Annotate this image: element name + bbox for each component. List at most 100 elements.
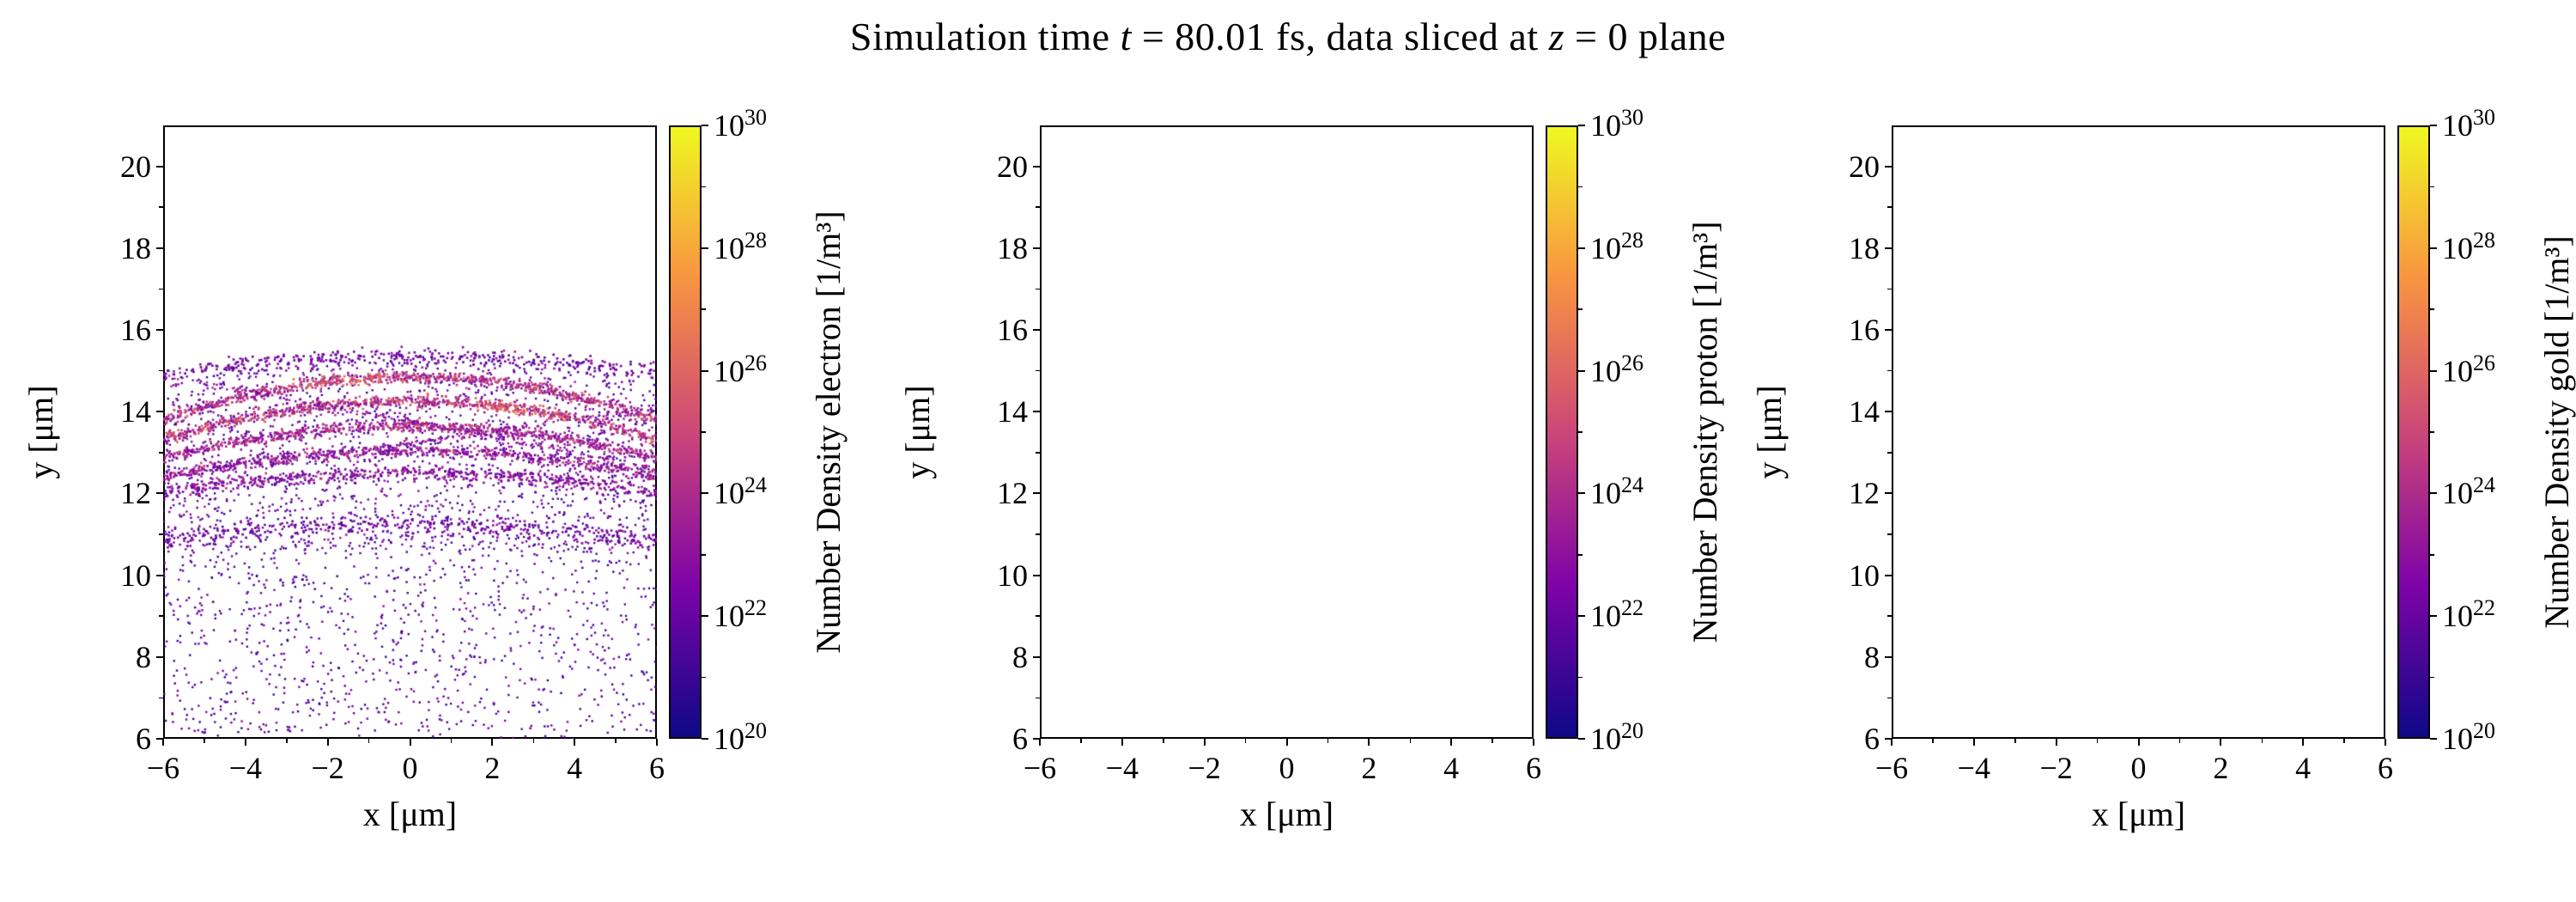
colorbar-major-tick [2430, 615, 2437, 618]
colorbar-major-tick [1578, 615, 1585, 618]
colorbar-major-tick [2430, 738, 2437, 740]
y-tick-label: 16 [997, 313, 1028, 347]
plot-area-proton [1040, 125, 1534, 739]
y-tick-label: 8 [136, 639, 151, 674]
x-minor-tick [2014, 739, 2016, 743]
colorbar-axis-label: Number Density electron [1/m³] [809, 210, 848, 654]
x-tick-label: 2 [1361, 751, 1377, 785]
x-axis-label: x [μm] [362, 795, 458, 833]
colorbar-tick-label: 1026 [2442, 350, 2495, 388]
colorbar-major-tick [2430, 369, 2437, 372]
colorbar-tick-label: 1026 [1590, 350, 1643, 388]
colorbar-major-tick [702, 125, 708, 126]
y-major-tick [1033, 247, 1040, 249]
y-tick-label: 18 [997, 230, 1028, 265]
x-major-tick [1533, 739, 1534, 746]
colorbar-tick-label: 1022 [714, 595, 767, 634]
x-tick-label: 4 [567, 751, 583, 785]
colorbar-major-tick [702, 615, 708, 618]
x-tick-label: −6 [146, 751, 180, 785]
x-minor-tick [2096, 739, 2099, 743]
colorbar-tick-label: 1030 [1590, 105, 1643, 143]
x-minor-tick [2343, 739, 2345, 743]
x-tick-label: 2 [484, 751, 501, 785]
colorbar-major-tick [2430, 125, 2437, 126]
colorbar-minor-tick [2430, 308, 2434, 310]
colorbar-major-tick [1578, 738, 1585, 740]
x-tick-label: 0 [1279, 751, 1295, 785]
y-axis-label: y [μm] [898, 385, 937, 479]
y-major-tick [1033, 738, 1040, 740]
y-tick-label: 14 [1849, 394, 1880, 430]
x-major-tick [2220, 739, 2222, 746]
x-minor-tick [204, 739, 205, 743]
colorbar-axis-label: Number Density proton [1/m³] [1686, 221, 1724, 643]
y-major-tick [1885, 411, 1892, 413]
x-tick-label: −4 [1105, 751, 1139, 785]
y-major-tick [1885, 738, 1892, 740]
x-major-tick [1972, 739, 1975, 746]
scatter-canvas-gold [1892, 125, 2385, 739]
x-minor-tick [1244, 739, 1247, 743]
y-tick-label: 10 [997, 558, 1028, 593]
x-minor-tick [450, 739, 453, 743]
colorbar-tick-label: 1024 [1590, 472, 1643, 511]
x-major-tick [2385, 739, 2386, 746]
x-major-tick [244, 739, 246, 746]
x-minor-tick [1492, 739, 1493, 743]
y-tick-label: 18 [120, 230, 151, 265]
y-major-tick [156, 165, 163, 168]
x-major-tick [1891, 739, 1893, 746]
colorbar-tick-label: 1024 [2442, 472, 2495, 511]
colorbar-minor-tick [702, 308, 706, 310]
y-tick-label: 10 [120, 558, 151, 593]
y-major-tick [1885, 655, 1892, 658]
y-major-tick [1885, 492, 1892, 495]
y-tick-label: 8 [1864, 639, 1880, 674]
colorbar-electron [669, 125, 702, 739]
subplot-gold-density: −6 −4 −2 0 2 4 6 6 8 10 12 14 16 18 20 1020 1022 1024 1026… [1728, 0, 2576, 902]
x-tick-label: 6 [1526, 751, 1541, 785]
x-tick-label: 6 [649, 751, 665, 785]
colorbar-minor-tick [2430, 554, 2434, 556]
y-major-tick [156, 411, 163, 413]
colorbar-tick-label: 1026 [714, 350, 767, 388]
x-major-tick [1203, 739, 1206, 746]
colorbar-tick-label: 1030 [714, 105, 767, 143]
x-tick-label: 0 [2130, 751, 2147, 785]
x-major-tick [2137, 739, 2140, 746]
x-axis-label: x [μm] [1239, 795, 1334, 833]
x-major-tick [1121, 739, 1123, 746]
y-axis-label: y [μm] [1750, 385, 1789, 479]
colorbar-tick-label: 1022 [1590, 595, 1643, 634]
x-minor-tick [368, 739, 370, 743]
y-tick-label: 20 [120, 149, 151, 184]
y-major-tick [156, 492, 163, 495]
colorbar-minor-tick [702, 431, 706, 433]
y-tick-label: 12 [997, 476, 1028, 511]
colorbar-major-tick [702, 492, 708, 495]
colorbar-major-tick [702, 369, 708, 372]
colorbar-major-tick [2430, 247, 2437, 249]
scatter-canvas-electron [163, 125, 657, 739]
colorbar-tick-label: 1028 [2442, 227, 2495, 265]
colorbar-major-tick [2430, 492, 2437, 495]
colorbar-major-tick [1578, 247, 1585, 249]
x-minor-tick [2178, 739, 2181, 743]
y-major-tick [1033, 329, 1040, 331]
y-major-tick [1033, 655, 1040, 658]
x-minor-tick [1080, 739, 1082, 743]
x-major-tick [2055, 739, 2057, 746]
x-major-tick [1368, 739, 1370, 746]
colorbar-major-tick [1578, 125, 1585, 126]
y-tick-label: 12 [120, 476, 151, 511]
y-major-tick [1033, 411, 1040, 413]
x-tick-label: −2 [1188, 751, 1221, 785]
x-major-tick [574, 739, 576, 746]
y-major-tick [1033, 492, 1040, 495]
plot-area-electron [163, 125, 657, 739]
y-major-tick [1885, 165, 1892, 168]
y-tick-label: 20 [997, 149, 1028, 184]
x-minor-tick [1163, 739, 1164, 743]
